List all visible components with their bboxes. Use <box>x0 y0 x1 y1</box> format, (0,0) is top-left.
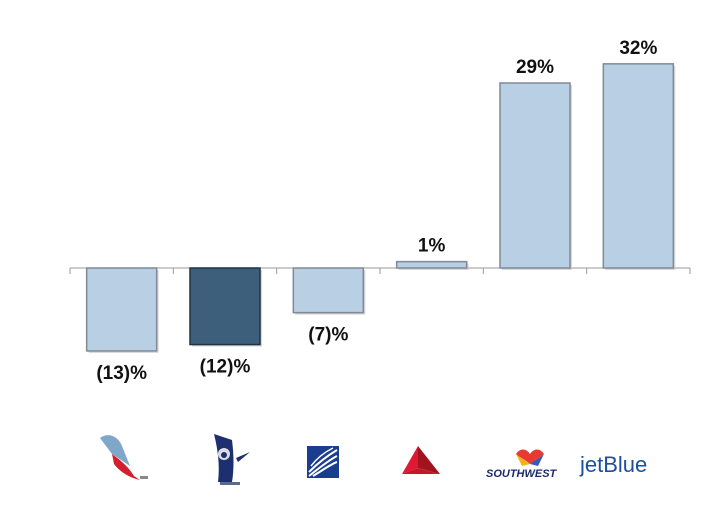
southwest-logo-text: SOUTHWEST <box>486 468 558 480</box>
data-label: (13)% <box>96 363 147 384</box>
data-label: 32% <box>619 38 657 59</box>
data-label: 1% <box>418 236 446 257</box>
bar-alaska-airlines-logo <box>189 267 261 346</box>
bar-american-airlines-logo <box>85 267 158 352</box>
alaska-airlines-logo <box>214 434 250 485</box>
united-airlines-logo <box>307 446 339 478</box>
bar-southwest-logo <box>499 82 571 269</box>
bar-delta-logo <box>395 260 468 269</box>
american-airlines-logo <box>100 435 148 480</box>
delta-logo <box>402 446 440 474</box>
data-label: (12)% <box>200 357 251 378</box>
bar-united-airlines-logo <box>292 267 365 314</box>
jetblue-logo: jetBlue <box>579 452 647 477</box>
southwest-logo: SOUTHWEST <box>486 449 558 480</box>
bar-jetblue-logo <box>602 63 675 269</box>
logos-row: SOUTHWEST jetBlue <box>100 434 647 485</box>
data-label: 29% <box>516 57 554 78</box>
data-label: (7)% <box>308 325 348 346</box>
